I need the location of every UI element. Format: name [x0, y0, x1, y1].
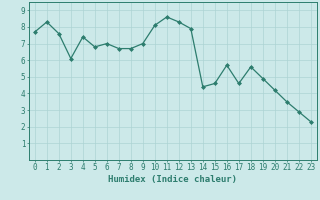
X-axis label: Humidex (Indice chaleur): Humidex (Indice chaleur) [108, 175, 237, 184]
